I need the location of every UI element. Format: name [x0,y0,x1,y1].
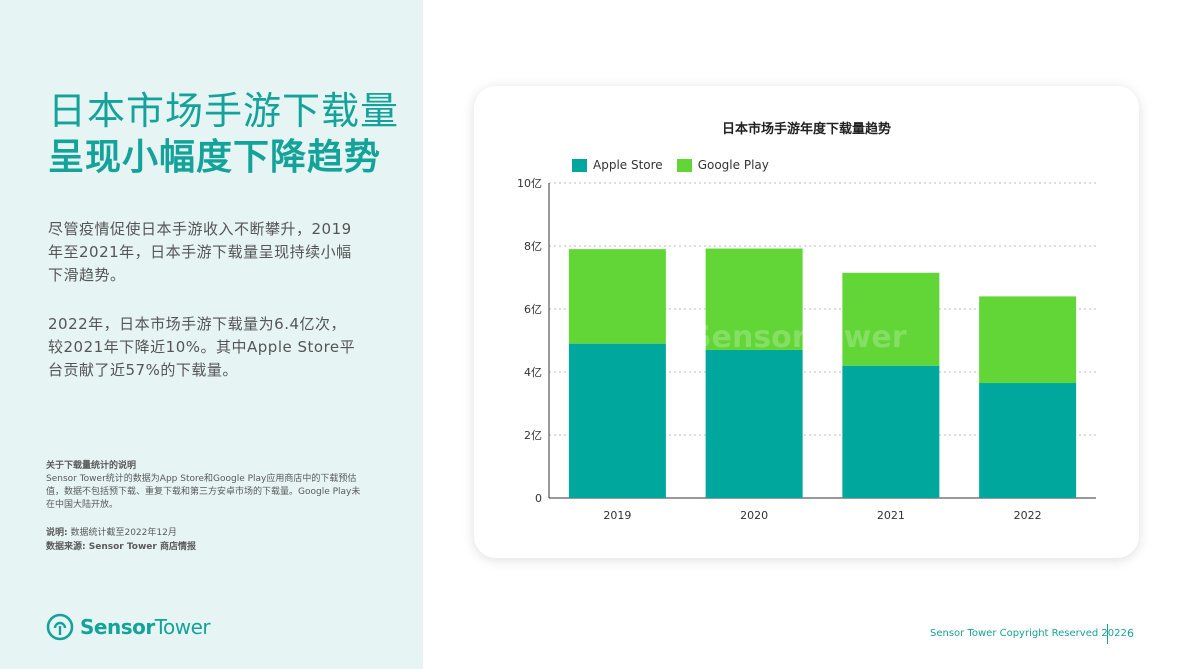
summary-paragraph-2: 2022年，日本市场手游下载量为6.4亿次，较2021年下降近10%。其中App… [48,315,356,379]
bar-apple-store [568,343,666,498]
y-tick-label: 6亿 [524,303,542,316]
legend-swatch-google-play [676,158,692,172]
note-source: 数据来源: Sensor Tower 商店情报 [46,542,196,552]
bar-apple-store [705,349,803,498]
bar-chart: 0 2亿 4亿 6亿 8亿 10亿 2019 2020 2021 2022 [517,177,1096,522]
bar-google-play [979,296,1077,384]
watermark: SensorTower [690,320,907,355]
page-title-line1: 日本市场手游下载量 [48,89,400,133]
note-date-label: 说明: [46,528,68,538]
left-panel [0,0,423,669]
legend-label-google-play: Google Play [697,158,769,172]
bar-apple-store [979,383,1077,498]
bar-google-play [842,272,940,366]
x-tick-label: 2020 [740,509,768,522]
bar-google-play [568,249,666,344]
logo-text-light: Tower [154,615,211,639]
bar-google-play [705,248,803,350]
note-body: Sensor Tower统计的数据为App Store和Google Play应… [46,474,361,510]
note-date: 说明: 数据统计截至2022年12月 [46,527,366,540]
note-date-text: 数据统计截至2022年12月 [70,528,177,538]
y-tick-label: 2亿 [524,429,542,442]
logo-text: SensorTower [80,615,211,639]
chart-title: 日本市场手游年度下载量趋势 [721,122,891,137]
y-tick-label: 10亿 [517,177,542,190]
y-tick-label: 4亿 [524,366,542,379]
footer-divider [1107,624,1108,644]
sensor-tower-logo-icon [46,613,74,641]
page-number: 6 [1127,627,1134,640]
y-tick-label: 8亿 [524,240,542,253]
x-tick-label: 2021 [877,509,905,522]
legend-item-apple-store: Apple Store [572,158,663,172]
summary-paragraph-1: 尽管疫情促使日本手游收入不断攀升，2019年至2021年，日本手游下载量呈现持续… [48,220,352,284]
x-tick-label: 2019 [603,509,631,522]
logo-text-bold: Sensor [80,615,155,639]
footer-copyright: Sensor Tower Copyright Reserved 2022 [930,628,1127,639]
x-tick-label: 2022 [1014,509,1042,522]
page-title-line2: 呈现小幅度下降趋势 [48,137,382,178]
legend-label-apple-store: Apple Store [593,158,663,172]
bar-apple-store [842,365,940,498]
chart-card: 日本市场手游年度下载量趋势 Apple Store Google Play 0 2… [474,86,1139,558]
y-tick-label: 0 [535,492,542,505]
chart-legend: Apple Store Google Play [572,158,783,172]
legend-item-google-play: Google Play [676,158,769,172]
legend-swatch-apple-store [572,158,587,172]
sensor-tower-logo: SensorTower [46,612,211,642]
note-heading: 关于下载量统计的说明 [46,461,137,471]
